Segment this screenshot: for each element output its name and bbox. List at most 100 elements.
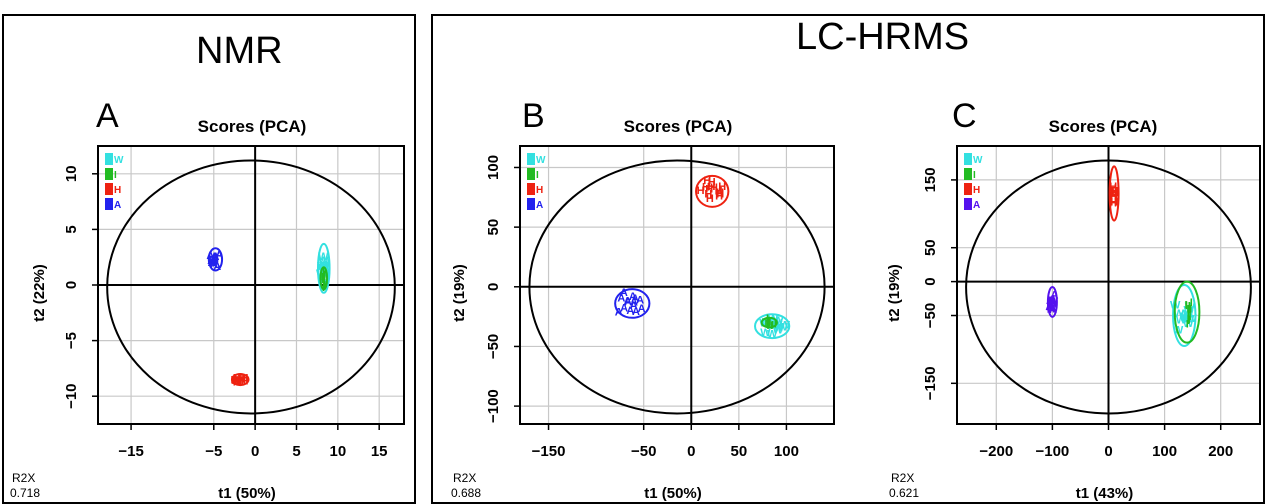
sample-point: I [1188,314,1191,326]
legend-swatch [527,198,535,210]
legend-label: H [114,185,121,196]
r2x-label: R2X [891,471,914,485]
sample-point: H [716,189,724,201]
sample-point: W [1183,309,1194,321]
sample-point: W [774,322,785,334]
legend-swatch [527,183,535,195]
legend-label: A [536,200,543,211]
panel-letter: B [522,97,545,135]
x-tick-label: 100 [774,443,799,460]
sample-point: W [320,265,331,277]
y-tick-label: −100 [485,389,502,423]
group-ellipse [1173,280,1201,344]
sample-point: A [1046,301,1054,313]
sample-point: H [236,375,244,387]
sample-point: A [1046,295,1054,307]
sample-point: A [207,255,215,267]
sample-point: I [1184,300,1187,312]
r2x-value: 0.718 [10,486,40,500]
r2x-label: R2X [12,471,35,485]
sample-point: H [240,376,248,388]
x-tick-label: 15 [371,443,388,460]
sample-point: I [322,267,325,279]
sample-point: I [322,274,325,286]
sample-point: A [617,293,625,305]
sample-point: A [215,249,223,261]
sample-point: A [1045,301,1053,313]
sample-point: I [322,272,325,284]
group-ellipse [760,316,778,329]
sample-point: W [761,317,772,329]
sample-point: A [213,261,221,273]
pca-plot-a: A Scores (PCA)WWWWWWWWWWWWWWIIIIIIIIIIIII… [10,97,405,502]
y-tick-label: 0 [922,277,939,285]
sample-point: A [210,253,218,265]
y-tick-label: 5 [63,225,80,233]
r2x-value: 0.621 [889,486,919,500]
sample-point: I [766,319,769,331]
sample-point: H [232,375,240,387]
sample-point: I [1189,311,1192,323]
sample-point: W [1183,305,1194,317]
sample-point: I [765,318,768,330]
legend-label: W [536,155,546,166]
sample-point: I [1189,303,1192,315]
nmr-group-title: NMR [196,30,283,72]
sample-point: A [209,255,217,267]
y-tick-label: 0 [63,281,80,289]
sample-point: A [209,256,217,268]
sample-point: I [766,313,769,325]
sample-point: H [237,374,245,386]
sample-point: I [1187,315,1190,327]
sample-point: W [318,276,329,288]
sample-point: A [210,258,218,270]
sample-point: H [1110,189,1118,201]
sample-point: W [1186,313,1197,325]
sample-point: A [630,297,638,309]
sample-point: H [1111,187,1119,199]
sample-point: I [770,320,773,332]
sample-point: H [708,176,716,188]
sample-point: I [766,315,769,327]
sample-point: H [703,175,711,187]
sample-point: H [1109,191,1117,203]
group-ellipse [207,247,224,272]
sample-point: H [231,375,239,387]
sample-point: A [211,252,219,264]
x-tick-label: 10 [329,443,346,460]
sample-point: W [320,269,331,281]
sample-point: H [234,373,242,385]
group-ellipse [1046,286,1058,318]
legend-swatch [964,153,972,165]
panel-letter: C [952,97,977,135]
sample-point: H [706,193,714,205]
group-ellipse [316,242,331,294]
legend-swatch [964,183,972,195]
sample-point: A [615,307,623,319]
sample-point: A [620,287,628,299]
sample-point: W [760,327,771,339]
legend-swatch [964,168,972,180]
sample-point: A [206,250,214,262]
sample-point: H [238,375,246,387]
plot-border [519,145,835,425]
sample-point: I [322,280,325,292]
sample-point: I [323,270,326,282]
y-tick-label: −50 [922,303,939,328]
sample-point: W [1185,301,1196,313]
sample-point: H [238,372,246,384]
sample-point: H [1110,189,1118,201]
sample-point: I [768,317,771,329]
y-tick-label: 150 [922,167,939,192]
x-tick-label: 50 [731,443,748,460]
sample-point: H [233,376,241,388]
legend-label: A [973,200,980,211]
sample-point: W [773,315,784,327]
y-tick-label: −150 [922,366,939,400]
sample-point: H [233,372,241,384]
